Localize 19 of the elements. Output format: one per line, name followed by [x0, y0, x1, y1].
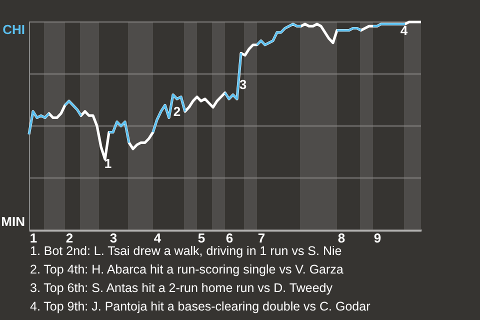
text: 2. Top 4th: H. Abarca hit a run-scoring single vs V. Garza — [30, 262, 344, 276]
annotation: 3 — [239, 77, 247, 92]
x-tick-label: 4 — [154, 230, 162, 246]
annotation: 1 — [104, 156, 112, 171]
x-tick-label: 2 — [66, 230, 74, 246]
x-tick-label: 8 — [338, 230, 346, 246]
x-tick-label: 9 — [374, 230, 382, 246]
text: 4. Top 9th: J. Pantoja hit a bases-clearing double vs C. Godar — [30, 300, 370, 314]
x-tick-label: 3 — [110, 230, 118, 246]
x-tick-label: 6 — [226, 230, 234, 246]
annotation: 4 — [400, 23, 408, 38]
x-tick-label: 5 — [198, 230, 206, 246]
annotation: 2 — [173, 104, 181, 119]
text: CHI — [2, 22, 25, 37]
x-tick-label: 7 — [258, 230, 266, 246]
text: 1. Bot 2nd: L. Tsai drew a walk, driving in 1 run vs S. Nie — [30, 244, 342, 258]
text: MIN — [1, 214, 25, 229]
x-tick-label: 1 — [30, 230, 38, 246]
text: 3. Top 6th: S. Antas hit a 2-run home run vs D. Tweedy — [30, 281, 334, 295]
